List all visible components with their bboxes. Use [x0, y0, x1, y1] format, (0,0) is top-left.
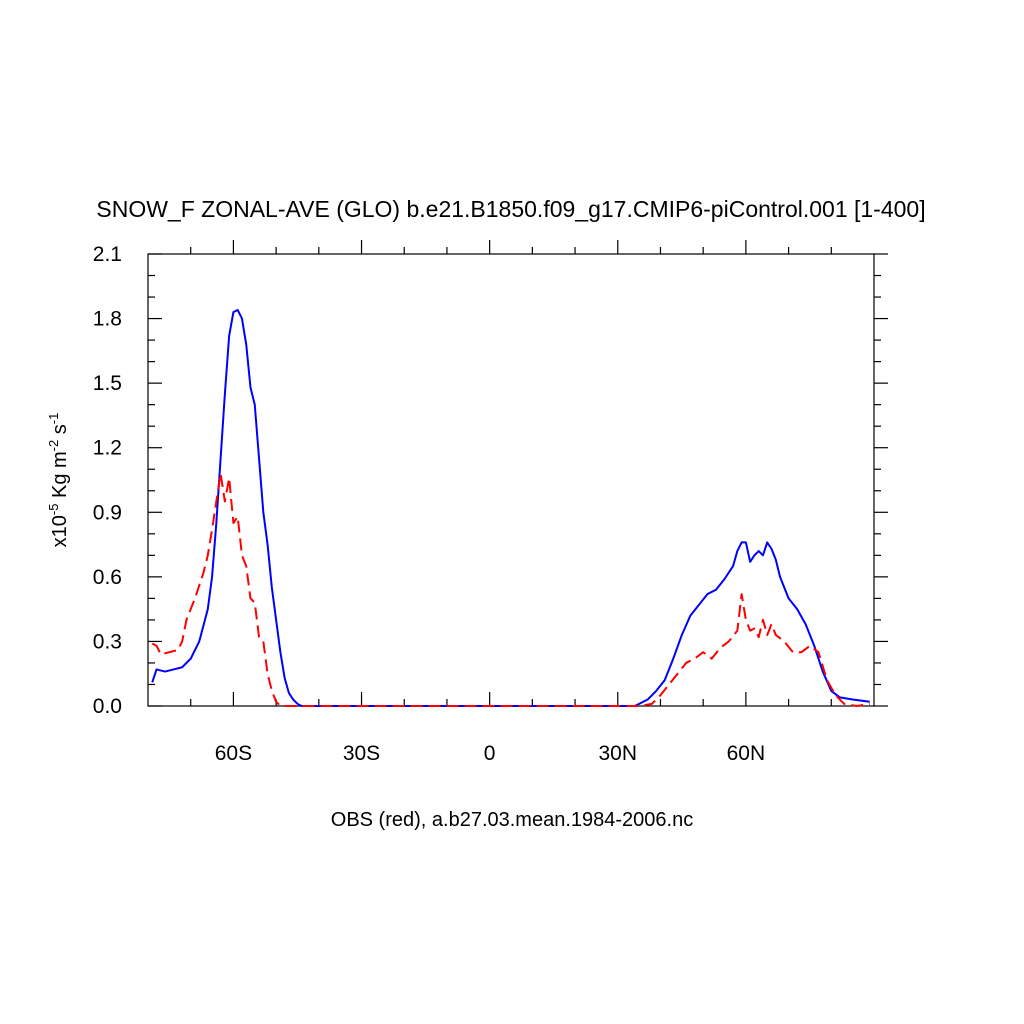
x-tick-label: 60S	[215, 742, 252, 765]
x-tick-label: 60N	[727, 742, 766, 765]
y-tick-label: 1.2	[93, 437, 122, 460]
y-label-sup: -2	[46, 440, 61, 452]
y-tick-label: 0.6	[93, 566, 122, 589]
x-axis-label: OBS (red), a.b27.03.mean.1984-2006.nc	[331, 809, 693, 831]
y-tick-label: 0.3	[93, 630, 122, 653]
y-tick-label: 0.9	[93, 501, 122, 524]
y-label-sup: -1	[46, 413, 61, 425]
y-tick-label: 0.0	[93, 695, 122, 718]
x-tick-label: 30S	[343, 742, 380, 765]
y-label-part: Kg m	[49, 451, 71, 503]
y-tick-label: 2.1	[93, 243, 122, 266]
y-label-part: s	[49, 424, 71, 440]
y-tick-label: 1.5	[93, 372, 122, 395]
y-label-part: x10	[49, 515, 71, 547]
x-tick-label: 30N	[598, 742, 637, 765]
x-tick-label: 0	[484, 742, 496, 765]
chart-title: SNOW_F ZONAL-AVE (GLO) b.e21.B1850.f09_g…	[96, 196, 925, 222]
data-line	[151, 308, 870, 707]
y-tick-label: 1.8	[93, 308, 122, 331]
data-line	[151, 472, 870, 707]
y-axis-label: x10-5 Kg m-2 s-1	[46, 413, 71, 548]
plot-frame	[147, 253, 875, 707]
y-label-sup: -5	[46, 504, 61, 516]
